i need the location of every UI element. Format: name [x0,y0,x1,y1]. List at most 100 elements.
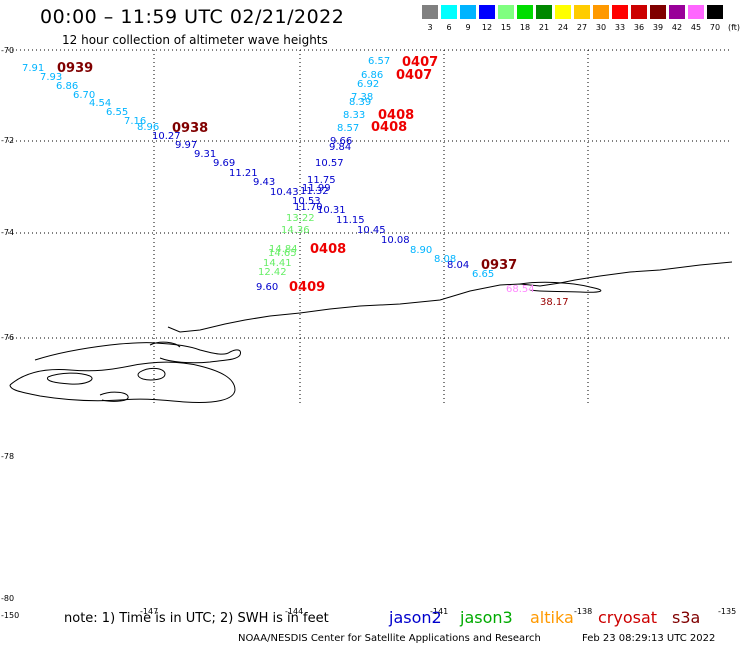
wave-height-value: 6.86 [361,70,384,81]
pass-time-label: 0407 [402,55,439,70]
legend-label: 39 [652,23,664,32]
satellite-label-cryosat: cryosat [598,608,658,627]
pass-time-label: 0407 [396,68,433,83]
lon-label: -150 [1,611,20,620]
wave-height-value: 4.54 [89,98,112,109]
legend-swatch [498,5,514,19]
chart-title: 00:00 – 11:59 UTC 02/21/2022 [40,6,345,28]
legend-label: 24 [557,23,569,32]
wave-height-value: 8.90 [410,245,433,256]
wave-height-value: 11.15 [336,215,365,226]
wave-height-value: 14.36 [281,225,310,236]
lat-label: -70 [1,46,15,55]
wave-height-value: 8.57 [337,123,360,134]
lat-label: -72 [1,136,15,145]
wave-height-value: 8.96 [137,122,160,133]
legend-swatch [441,5,457,19]
wave-height-value: 7.93 [40,72,63,83]
legend-label: 3 [427,23,433,32]
wave-height-value: 10.31 [317,205,346,216]
legend-unit: (ft) [727,23,740,32]
lat-label: -78 [1,452,15,461]
wave-height-value: 68.54 [506,284,535,295]
footnote: note: 1) Time is in UTC; 2) SWH is in fe… [64,611,329,626]
legend-swatch [422,5,438,19]
wave-height-value: 9.97 [175,140,198,151]
satellite-label-jason2: jason2 [389,608,442,627]
legend-label: 33 [614,23,626,32]
wave-height-value: 14.41 [263,258,292,269]
wave-height-value: 8.04 [447,260,470,271]
legend-swatch [593,5,609,19]
legend-swatch [612,5,628,19]
lon-label: -138 [574,607,593,616]
wave-height-value: 10.27 [152,131,181,142]
legend-swatch [555,5,571,19]
pass-time-label: 0409 [289,280,326,295]
pass-time-label: 0408 [371,120,408,135]
legend-label: 30 [595,23,607,32]
wave-height-value: 14.65 [268,248,297,259]
legend-swatch [574,5,590,19]
pass-time-label: 0939 [57,61,94,76]
wave-height-value: 9.66 [330,136,353,147]
legend-swatch [631,5,647,19]
wave-height-value: 14.84 [269,244,298,255]
lat-label: -74 [1,228,15,237]
wave-height-value: 10.43 [270,187,299,198]
wave-height-value: 10.53 [292,196,321,207]
legend-swatch [517,5,533,19]
credit-line: NOAA/NESDIS Center for Satellite Applica… [238,633,541,644]
wave-height-value: 7.16 [124,116,147,127]
lon-label: -144 [285,607,304,616]
legend-label: 27 [576,23,588,32]
satellite-label-altika: altika [530,608,574,627]
legend-swatch [707,5,723,19]
legend-label: 9 [465,23,471,32]
lat-label: -76 [1,333,15,342]
wave-height-value: 9.31 [194,149,217,160]
wave-height-value: 6.55 [106,107,129,118]
legend-label: 6 [446,23,452,32]
wave-height-value: 11.32 [300,186,329,197]
wave-height-value: 9.84 [329,142,352,153]
pass-time-label: 0408 [310,242,347,257]
wave-height-value: 8.33 [343,110,366,121]
lon-label: -147 [140,607,159,616]
satellite-label-s3a: s3a [672,608,701,627]
legend-label: 42 [671,23,683,32]
pass-time-label: 0938 [172,121,209,136]
wave-height-value: 12.42 [258,267,287,278]
coastline [9,261,733,403]
generated-timestamp: Feb 23 08:29:13 UTC 2022 [582,633,716,644]
legend-swatch [669,5,685,19]
legend-swatch [460,5,476,19]
legend-swatch [688,5,704,19]
legend-label: 45 [690,23,702,32]
legend-label: 15 [500,23,512,32]
wave-height-value: 6.92 [357,79,380,90]
pass-time-label: 0937 [481,258,518,273]
chart-subtitle: 12 hour collection of altimeter wave hei… [62,33,328,47]
legend-label: 21 [538,23,550,32]
wave-height-value: 11.70 [294,202,323,213]
wave-height-value: 11.75 [307,175,336,186]
wave-height-value: 9.60 [256,282,279,293]
wave-height-value: 6.57 [368,56,391,67]
legend-label: 18 [519,23,531,32]
wave-height-value: 38.17 [540,297,569,308]
wave-height-value: 6.86 [56,81,79,92]
legend-swatch [650,5,666,19]
wave-height-value: 9.43 [253,177,276,188]
wave-height-value: 6.65 [472,269,495,280]
wave-height-value: 9.69 [213,158,236,169]
lon-label: -135 [718,607,737,616]
wave-height-value: 10.57 [315,158,344,169]
wave-height-value: 7.38 [351,92,374,103]
legend-label: 12 [481,23,493,32]
lon-label: -141 [430,607,449,616]
wave-height-value: 13.22 [286,213,315,224]
pass-time-label: 0408 [378,108,415,123]
legend-swatch [536,5,552,19]
